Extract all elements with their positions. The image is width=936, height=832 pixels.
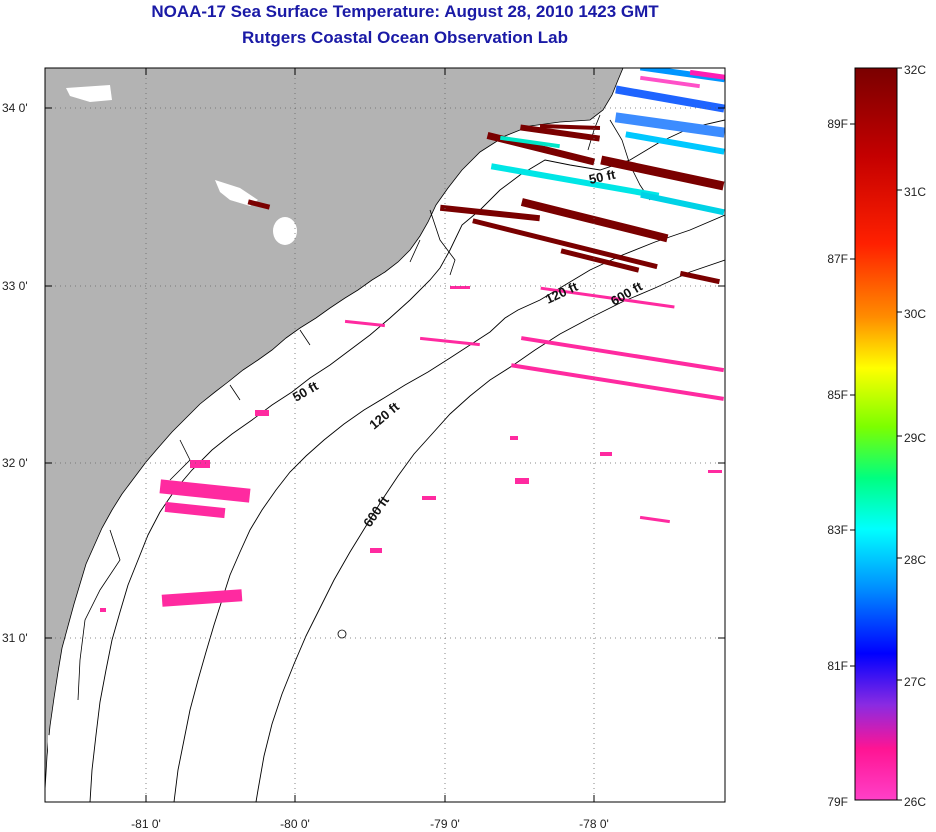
lat-tick-label: 34 0' <box>2 101 28 115</box>
map-subtitle: Rutgers Coastal Ocean Observation Lab <box>242 28 568 47</box>
lake <box>215 180 258 206</box>
colorbar-fahrenheit-label: 85F <box>827 388 848 402</box>
colorbar <box>854 67 898 801</box>
lon-tick-label: -81 0' <box>131 817 161 831</box>
contour-50ft <box>89 119 725 802</box>
colorbar-celsius-label: 31C <box>904 185 926 199</box>
colorbar-celsius-label: 28C <box>904 553 926 567</box>
map-title: NOAA-17 Sea Surface Temperature: August … <box>151 2 659 21</box>
contour-600ft <box>255 259 725 802</box>
land-mass <box>45 68 624 791</box>
lon-tick-label: -80 0' <box>280 817 310 831</box>
seamount-contour <box>337 629 347 639</box>
colorbar-fahrenheit-label: 87F <box>827 252 848 266</box>
lake <box>66 85 112 102</box>
lake <box>48 735 70 752</box>
colorbar-celsius-label: 29C <box>904 431 926 445</box>
grid-lines <box>45 68 725 802</box>
colorbar-ticks <box>850 67 902 801</box>
sst-streaks-26c <box>100 286 725 612</box>
colorbar-fahrenheit-label: 81F <box>827 659 848 673</box>
lat-tick-label: 33 0' <box>2 279 28 293</box>
colorbar-celsius-label: 30C <box>904 307 926 321</box>
lat-tick-label: 32 0' <box>2 456 28 470</box>
contour-label: 50 ft <box>588 167 618 187</box>
colorbar-fahrenheit-label: 89F <box>827 117 848 131</box>
lon-tick-label: -79 0' <box>430 817 460 831</box>
colorbar-fahrenheit-label: 79F <box>827 795 848 809</box>
colorbar-celsius-label: 27C <box>904 675 926 689</box>
colorbar-celsius-label: 32C <box>904 63 926 77</box>
lon-tick-label: -78 0' <box>579 817 609 831</box>
sst-streaks-27-28c <box>490 68 725 216</box>
axis-ticks <box>45 68 725 802</box>
colorbar-fahrenheit-label: 83F <box>827 523 848 537</box>
colorbar-celsius-label: 26C <box>904 795 926 809</box>
lat-tick-label: 31 0' <box>2 631 28 645</box>
lake <box>273 217 297 245</box>
